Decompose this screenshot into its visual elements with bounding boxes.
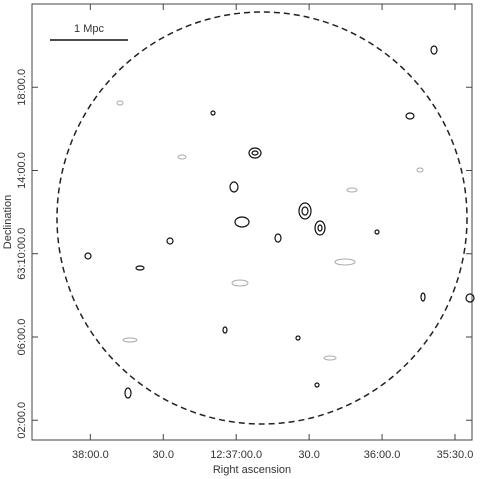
y-axis-title: Declination — [2, 195, 14, 249]
scale-label: 1 Mpc — [74, 23, 104, 35]
plot-frame — [31, 3, 473, 441]
y-tick-label: 02:00.0 — [16, 402, 28, 439]
contours — [84, 45, 475, 399]
y-tick-label: 63:10:00.0 — [16, 228, 28, 280]
x-tick-label: 12:37:00.0 — [210, 449, 262, 461]
x-tick-label: 36:00.0 — [364, 449, 401, 461]
x-axis-title: Right ascension — [213, 464, 291, 476]
y-tick-label: 14:00.0 — [16, 152, 28, 189]
x-tick-label: 30.0 — [298, 449, 319, 461]
x-tick-label: 38:00.0 — [72, 449, 109, 461]
x-tick-label: 30.0 — [153, 449, 174, 461]
y-tick-label: 06:00.0 — [16, 319, 28, 356]
x-tick-label: 35:30.0 — [437, 449, 474, 461]
radius-circle — [56, 11, 468, 425]
y-tick-label: 18:00.0 — [16, 69, 28, 106]
